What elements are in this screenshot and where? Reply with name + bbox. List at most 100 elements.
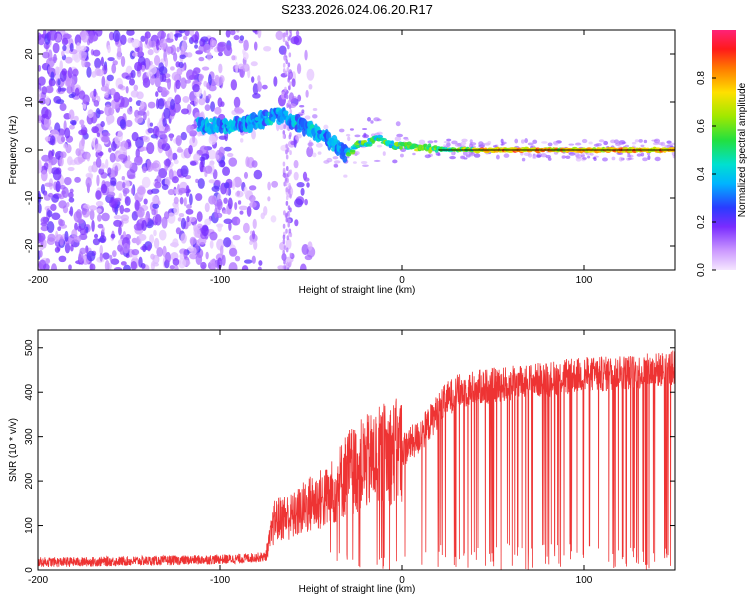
y-tick-label: 500 bbox=[24, 339, 35, 356]
spectrogram-cell bbox=[69, 119, 77, 125]
spectrogram-cell bbox=[287, 222, 290, 228]
spectrogram-cell bbox=[396, 133, 404, 138]
spectrogram-cell bbox=[253, 41, 258, 51]
spectrogram-cell bbox=[282, 133, 286, 139]
spectrogram-y-label: Frequency (Hz) bbox=[8, 116, 19, 185]
spectrogram-cell bbox=[198, 44, 207, 52]
spectrogram-cell bbox=[124, 160, 133, 169]
spectrogram-cell bbox=[96, 174, 100, 187]
spectrogram-cell bbox=[57, 85, 62, 93]
spectrogram-x-label: Height of straight line (km) bbox=[299, 285, 416, 296]
spectrogram-cell bbox=[182, 35, 188, 41]
spectrogram-cell bbox=[107, 120, 111, 126]
spectrogram-cell bbox=[293, 171, 299, 181]
spectrogram-cell bbox=[140, 146, 148, 151]
spectrogram-cell bbox=[301, 109, 305, 114]
spectrogram-cell bbox=[332, 156, 339, 160]
spectrogram-cell bbox=[209, 240, 214, 249]
spectrogram-cell bbox=[152, 203, 160, 209]
spectrogram-cell bbox=[141, 219, 147, 231]
spectrogram-cell bbox=[666, 140, 672, 144]
spectrogram-cell bbox=[130, 187, 135, 195]
spectrogram-cell bbox=[124, 196, 131, 207]
spectrogram-cell bbox=[234, 107, 243, 115]
spectrogram-cell bbox=[95, 30, 103, 37]
spectrogram-cell bbox=[208, 195, 217, 205]
spectrogram-cell bbox=[186, 52, 193, 58]
spectrogram-cell bbox=[288, 228, 292, 234]
x-tick-label: 100 bbox=[576, 575, 593, 586]
spectrogram-cell bbox=[286, 261, 289, 267]
spectrogram-cell bbox=[160, 58, 165, 64]
y-tick-label: 10 bbox=[24, 96, 35, 108]
spectrogram-cell bbox=[355, 145, 361, 149]
spectrogram-cell bbox=[284, 266, 287, 270]
spectrogram-cell bbox=[82, 94, 90, 105]
spectrogram-cell bbox=[101, 212, 110, 222]
spectrogram-cell bbox=[59, 87, 67, 92]
spectrogram-cell bbox=[97, 151, 104, 157]
spectrogram-cell bbox=[192, 84, 200, 93]
spectrogram-cell bbox=[205, 251, 209, 260]
spectrogram-cell bbox=[285, 30, 289, 35]
spectrogram-cell bbox=[240, 138, 244, 143]
spectrogram-cell bbox=[108, 185, 115, 193]
spectrogram-cell bbox=[162, 245, 167, 258]
spectrogram-cell bbox=[131, 211, 139, 221]
spectrogram-cell bbox=[173, 52, 178, 62]
spectrogram-cell bbox=[126, 30, 135, 36]
spectrogram-cell bbox=[190, 160, 197, 166]
spectrogram-cell bbox=[40, 216, 49, 225]
spectrogram-cell bbox=[178, 61, 184, 69]
spectrogram-cell bbox=[285, 217, 289, 223]
spectrogram-cell bbox=[580, 154, 585, 158]
spectrogram-cell bbox=[107, 57, 115, 62]
chart-title: S233.2026.024.06.20.R17 bbox=[281, 2, 433, 17]
spectrogram-cell bbox=[122, 243, 130, 254]
spectrogram-cell bbox=[47, 66, 52, 73]
spectrogram-cell bbox=[111, 141, 117, 152]
spectrogram-cell bbox=[140, 35, 146, 42]
spectrogram-cell bbox=[288, 182, 291, 188]
spectrogram-cell bbox=[111, 63, 117, 74]
spectrogram-cell bbox=[638, 139, 643, 143]
spectrogram-cell bbox=[315, 142, 323, 148]
spectrogram-cell bbox=[100, 183, 108, 194]
spectrogram-cell bbox=[289, 252, 293, 258]
spectrogram-cell bbox=[386, 140, 392, 145]
spectrogram-cell bbox=[159, 38, 168, 48]
spectrogram-cell bbox=[38, 203, 42, 214]
spectrogram-cell bbox=[77, 225, 82, 232]
spectrogram-cell bbox=[183, 249, 188, 259]
snr-x-ticks: -200 -100 0 100 bbox=[28, 330, 593, 586]
spectrogram-cell bbox=[173, 159, 179, 165]
spectrogram-cell bbox=[134, 115, 144, 124]
spectrogram-cell bbox=[51, 212, 61, 221]
spectrogram-cell bbox=[598, 139, 605, 143]
spectrogram-cell bbox=[300, 263, 307, 270]
spectrogram-cell bbox=[67, 166, 75, 172]
spectrogram-cell bbox=[76, 42, 81, 53]
spectrogram-cell bbox=[150, 260, 156, 270]
spectrogram-cell bbox=[582, 157, 587, 160]
spectrogram-cell bbox=[191, 247, 197, 255]
spectrogram-cell bbox=[283, 50, 287, 56]
spectrogram-cell bbox=[285, 212, 288, 218]
spectrogram-cell bbox=[113, 214, 122, 220]
colorbar-tick-label: 0.8 bbox=[696, 71, 707, 85]
spectrogram-cell bbox=[48, 30, 58, 41]
spectrogram-cell bbox=[323, 124, 329, 130]
spectrogram-cell bbox=[123, 207, 131, 213]
spectrogram-cell bbox=[461, 138, 468, 143]
spectrogram-cell bbox=[227, 197, 233, 210]
spectrogram-cell bbox=[243, 186, 248, 195]
spectrogram-cell bbox=[338, 128, 345, 133]
spectrogram-cell bbox=[228, 247, 238, 257]
spectrogram-cell bbox=[527, 142, 534, 146]
colorbar-label: Normalized spectral amplitude bbox=[737, 82, 748, 217]
spectrogram-cell bbox=[418, 139, 426, 145]
spectrogram-cell bbox=[165, 126, 171, 132]
spectrogram-cell bbox=[50, 167, 60, 175]
spectrogram-cell bbox=[224, 182, 230, 189]
spectrogram-cell bbox=[89, 30, 94, 41]
